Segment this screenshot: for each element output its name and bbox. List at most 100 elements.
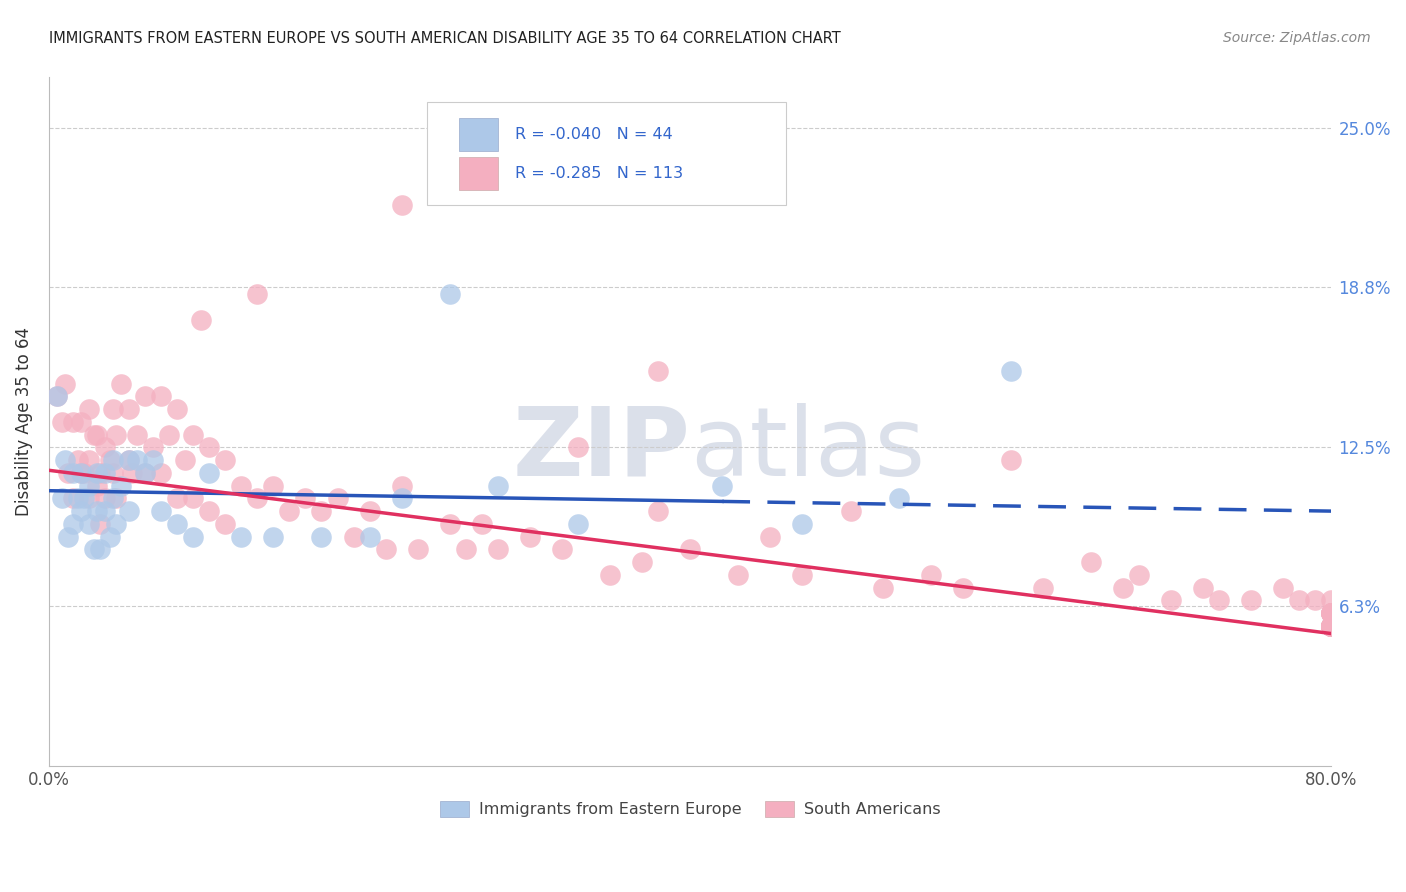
Point <box>1272 581 1295 595</box>
Point <box>77 491 100 506</box>
Point <box>599 567 621 582</box>
Point <box>181 530 204 544</box>
Point <box>1320 619 1343 633</box>
Point <box>1320 619 1343 633</box>
Point <box>58 530 80 544</box>
Point <box>1305 593 1327 607</box>
FancyBboxPatch shape <box>460 157 498 190</box>
Point <box>1128 567 1150 582</box>
Point <box>342 530 364 544</box>
Point <box>792 516 814 531</box>
Point <box>181 491 204 506</box>
Point <box>246 491 269 506</box>
Point <box>391 478 413 492</box>
Point <box>952 581 974 595</box>
Point <box>134 466 156 480</box>
Point <box>1320 619 1343 633</box>
Point <box>262 478 284 492</box>
Text: R = -0.285   N = 113: R = -0.285 N = 113 <box>515 166 683 181</box>
Legend: Immigrants from Eastern Europe, South Americans: Immigrants from Eastern Europe, South Am… <box>434 794 946 823</box>
Point <box>647 364 669 378</box>
Point <box>110 376 132 391</box>
Point <box>94 504 117 518</box>
Point <box>727 567 749 582</box>
Point <box>110 478 132 492</box>
Point <box>98 530 121 544</box>
Point <box>439 516 461 531</box>
Point <box>679 542 702 557</box>
Point <box>198 466 221 480</box>
Point <box>86 504 108 518</box>
Point <box>134 466 156 480</box>
Point <box>759 530 782 544</box>
Point <box>1032 581 1054 595</box>
Point <box>391 491 413 506</box>
Point <box>46 389 69 403</box>
Point <box>406 542 429 557</box>
Point <box>174 453 197 467</box>
Point <box>551 542 574 557</box>
Point <box>62 466 84 480</box>
Point <box>62 415 84 429</box>
Point <box>326 491 349 506</box>
Point <box>134 389 156 403</box>
Point <box>359 504 381 518</box>
Point <box>150 504 173 518</box>
Point <box>46 389 69 403</box>
Point <box>711 478 734 492</box>
Point <box>1288 593 1310 607</box>
Point <box>70 466 93 480</box>
Point <box>1320 619 1343 633</box>
Point <box>181 427 204 442</box>
Point <box>101 466 124 480</box>
Point <box>311 504 333 518</box>
Point <box>471 516 494 531</box>
Point <box>105 491 128 506</box>
Point <box>70 415 93 429</box>
Point <box>118 504 141 518</box>
Point <box>1208 593 1230 607</box>
Point <box>73 466 96 480</box>
Point <box>246 287 269 301</box>
Point <box>278 504 301 518</box>
Point <box>1320 619 1343 633</box>
Point <box>51 415 73 429</box>
Point <box>1320 606 1343 620</box>
Point <box>1320 619 1343 633</box>
Point <box>231 530 253 544</box>
Point <box>486 478 509 492</box>
Point <box>920 567 942 582</box>
Point <box>101 453 124 467</box>
Point <box>1320 619 1343 633</box>
Point <box>89 516 111 531</box>
Point <box>1320 619 1343 633</box>
Point <box>1320 619 1343 633</box>
Point <box>77 402 100 417</box>
Point <box>1080 555 1102 569</box>
Point <box>121 466 143 480</box>
Point <box>454 542 477 557</box>
Point <box>1320 606 1343 620</box>
Point <box>1320 619 1343 633</box>
Point <box>118 453 141 467</box>
Point <box>1160 593 1182 607</box>
Point <box>486 542 509 557</box>
Point <box>94 441 117 455</box>
Point <box>1112 581 1135 595</box>
Point <box>142 441 165 455</box>
Point <box>118 453 141 467</box>
Point <box>1320 606 1343 620</box>
Point <box>1320 619 1343 633</box>
Point <box>1320 619 1343 633</box>
Point <box>1320 606 1343 620</box>
Point <box>89 466 111 480</box>
Point <box>166 491 188 506</box>
Point <box>83 542 105 557</box>
Point <box>86 427 108 442</box>
Point <box>190 313 212 327</box>
Point <box>1320 619 1343 633</box>
Point <box>567 441 589 455</box>
Point <box>359 530 381 544</box>
Point <box>62 516 84 531</box>
Point <box>83 427 105 442</box>
